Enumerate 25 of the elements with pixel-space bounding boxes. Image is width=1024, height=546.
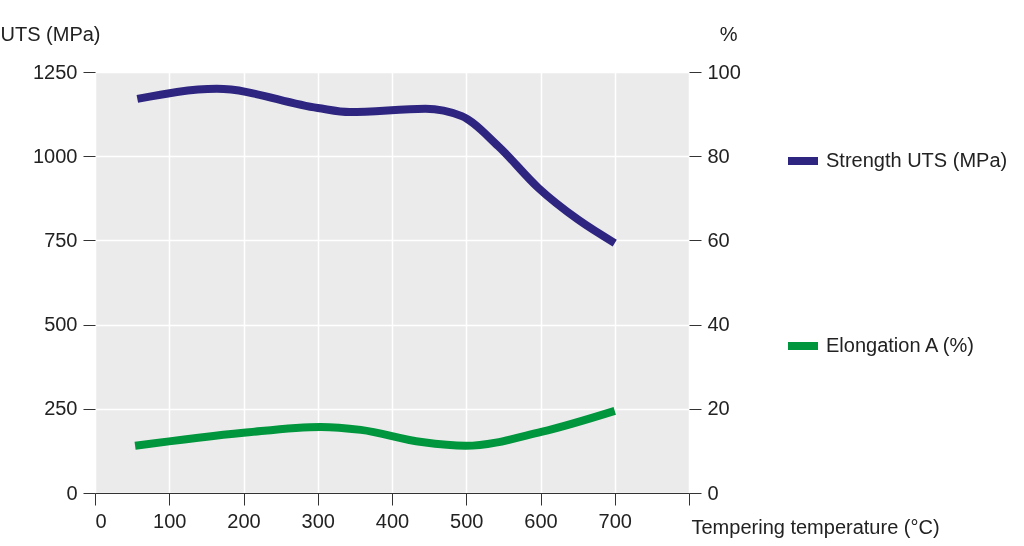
- x-tick-label: 0: [95, 509, 107, 532]
- x-tick-label: 400: [375, 509, 410, 532]
- x-tick-label: 600: [524, 509, 558, 532]
- legend-label: Elongation A (%): [826, 334, 974, 356]
- y-tick-label: 750: [44, 228, 78, 251]
- y-tick-label: 500: [44, 313, 78, 336]
- y-tick-label: 1000: [33, 144, 78, 167]
- y2-tick-label: 0: [707, 481, 719, 504]
- y2-tick-label: 20: [707, 397, 730, 420]
- y-tick-label: 1250: [33, 60, 78, 83]
- y2-tick-label: 60: [707, 228, 730, 251]
- legend-label: Strength UTS (MPa): [826, 149, 1008, 171]
- x-tick-label: 200: [227, 509, 261, 532]
- y2-tick-label: 80: [707, 144, 730, 167]
- x-tick-label: 500: [450, 509, 484, 532]
- y2-tick-label: 100: [707, 60, 741, 83]
- x-tick-label: 300: [301, 509, 335, 532]
- x-tick-label: 700: [598, 509, 632, 532]
- y2-tick-label: 40: [707, 313, 730, 336]
- y-axis-title: UTS (MPa): [0, 22, 101, 45]
- y-tick-label: 0: [66, 481, 78, 504]
- x-tick-label: 100: [153, 509, 187, 532]
- y-tick-label: 250: [44, 397, 78, 420]
- y2-axis-title: %: [719, 22, 738, 45]
- x-axis-title: Tempering temperature (°C): [691, 515, 940, 538]
